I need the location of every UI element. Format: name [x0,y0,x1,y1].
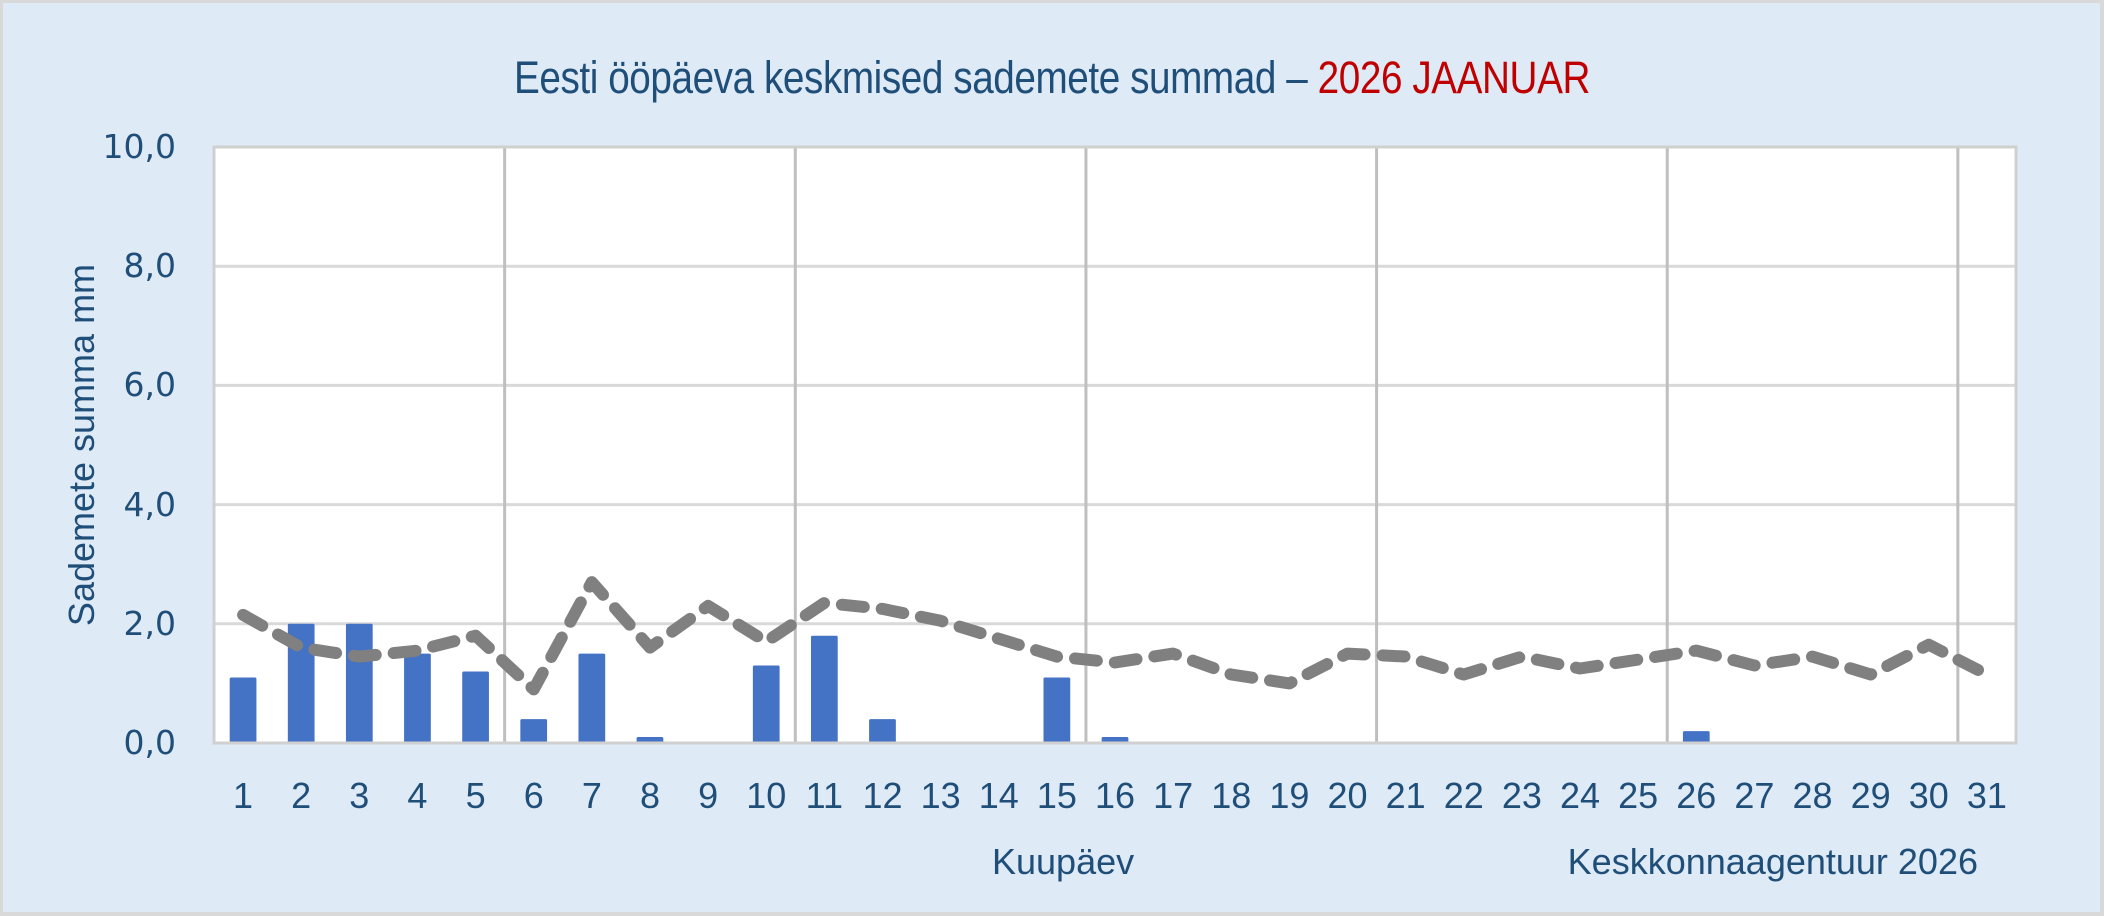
x-tick-label: 8 [639,775,660,816]
x-tick-label: 4 [407,775,428,816]
x-tick-label: 14 [978,775,1019,816]
bar-day-15 [1043,677,1071,743]
x-tick-label: 5 [465,775,486,816]
bar-day-10 [752,665,780,743]
x-tick-label: 18 [1211,775,1252,816]
bar-day-6 [520,719,548,743]
x-tick-label: 21 [1385,775,1426,816]
line-series [237,576,1993,696]
x-tick-label: 19 [1269,775,1310,816]
bar-day-3 [345,623,373,743]
y-tick-label: 4,0 [123,484,176,524]
y-tick-label: 8,0 [123,246,176,286]
x-tick-label: 15 [1036,775,1077,816]
bar-day-5 [462,671,489,743]
x-tick-label: 3 [349,775,370,816]
y-tick-label: 0,0 [123,723,176,762]
plot-background [214,147,2016,743]
y-tick-label: 10,0 [102,127,176,166]
bar-day-26 [1682,731,1710,743]
chart-title-highlight: 2026 JAANUAR [1317,52,1591,103]
x-tick-label: 31 [1966,775,2007,816]
x-tick-label: 6 [523,775,544,816]
x-tick-label: 22 [1443,775,1484,816]
x-tick-label: 26 [1676,775,1717,816]
x-tick-label: 27 [1734,775,1775,816]
x-tick-label: 24 [1560,775,1601,816]
bar-day-1 [229,677,257,743]
x-tick-label: 23 [1501,775,1542,816]
bar-day-4 [404,653,431,743]
bar-day-2 [287,623,315,743]
x-tick-label: 7 [581,775,602,816]
chart-title-main: Eesti ööpäeva keskmised sademete summad … [514,52,1318,103]
x-tick-label: 28 [1792,775,1833,816]
x-tick-label: 16 [1094,775,1136,816]
bar-day-12 [869,719,896,743]
bar-day-7 [578,653,606,743]
x-tick-label: 2 [291,775,312,816]
x-tick-label: 17 [1153,775,1194,816]
x-tick-label: 12 [862,775,903,816]
x-tick-label: 1 [233,775,254,816]
x-tick-label: 25 [1618,775,1659,816]
plot-border [212,145,2018,745]
y-tick-label: 2,0 [123,603,176,643]
x-tick-label: 10 [746,775,787,816]
x-tick-label: 9 [698,775,719,816]
x-tick-label: 29 [1850,775,1891,816]
average-line [237,576,1993,696]
x-tick-label: 30 [1908,775,1949,816]
bar-day-11 [810,635,838,743]
source-credit: Keskkonnaagentuur 2026 [1567,841,1978,882]
x-axis-label: Kuupäev [992,841,1135,882]
x-tick-label: 13 [920,775,961,816]
chart-title: Eesti ööpäeva keskmised sademete summad … [147,52,1956,104]
x-tick-label: 11 [805,775,844,816]
x-tick-label: 20 [1327,775,1368,816]
y-tick-label: 6,0 [123,365,176,405]
